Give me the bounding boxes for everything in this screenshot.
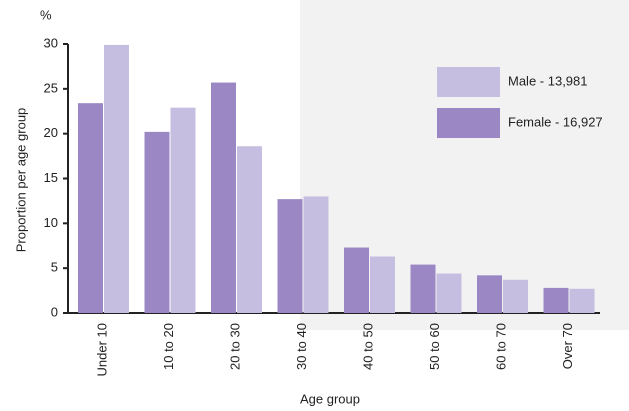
y-tick-label: 25 <box>44 80 58 95</box>
bar <box>503 279 528 313</box>
x-tick-label: 20 to 30 <box>227 323 242 370</box>
bar <box>277 199 303 313</box>
bar <box>477 275 502 313</box>
y-tick-label: 0 <box>51 304 58 319</box>
x-tick-label: 40 to 50 <box>360 323 375 370</box>
x-tick-label: 50 to 60 <box>427 323 442 370</box>
legend-label: Female - 16,927 <box>508 114 603 129</box>
legend-swatch <box>437 108 500 138</box>
bar <box>78 103 103 314</box>
bar <box>344 247 369 313</box>
x-tick-label: 30 to 40 <box>294 323 309 370</box>
legend-swatch <box>437 67 500 97</box>
bar <box>303 196 329 313</box>
y-unit: % <box>40 7 52 22</box>
x-tick-label: 60 to 70 <box>493 323 508 370</box>
y-tick-label: 15 <box>44 170 58 185</box>
y-tick-label: 5 <box>51 260 58 275</box>
bar <box>569 288 595 313</box>
bar <box>543 287 569 313</box>
x-tick-label: Under 10 <box>94 323 109 376</box>
y-tick-label: 20 <box>44 125 58 140</box>
bar <box>170 107 196 313</box>
bar <box>370 256 395 313</box>
y-tick-label: 10 <box>44 215 58 230</box>
bar <box>237 146 262 313</box>
x-axis-label: Age group <box>300 391 360 406</box>
y-tick-label: 30 <box>44 35 58 50</box>
x-tick-label: Over 70 <box>560 323 575 369</box>
legend-label: Male - 13,981 <box>508 73 588 88</box>
bar <box>436 273 462 313</box>
bar <box>144 131 170 313</box>
y-axis-label: Proportion per age group <box>13 108 28 253</box>
bar <box>410 264 436 313</box>
bar <box>104 44 129 313</box>
x-tick-label: 10 to 20 <box>161 323 176 370</box>
bar <box>211 82 236 313</box>
